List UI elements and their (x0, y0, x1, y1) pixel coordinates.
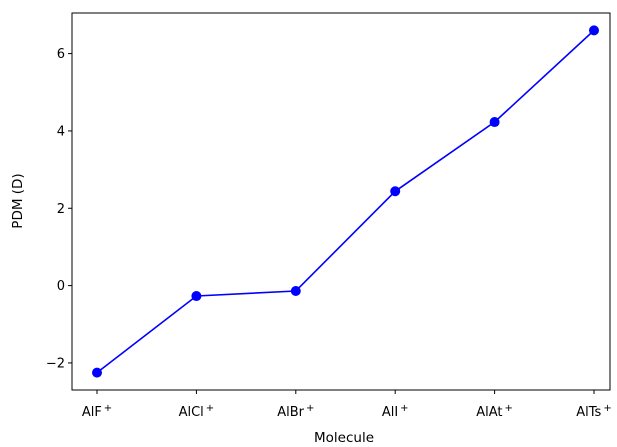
y-axis-ticks: −2 0 2 4 6 (46, 47, 72, 371)
data-point (191, 291, 202, 302)
x-tick-label: AlBr + (277, 403, 314, 420)
x-tick-label: AlF + (82, 403, 112, 420)
y-axis-label: PDM (D) (10, 173, 26, 228)
x-tick-label: AlAt + (476, 403, 513, 420)
data-point (290, 286, 301, 297)
plot-area (71, 12, 611, 391)
y-tick-label: −2 (46, 356, 65, 371)
series-group (92, 25, 599, 378)
x-axis-label: Molecule (314, 430, 374, 446)
y-tick-label: 2 (57, 202, 65, 217)
data-point (390, 186, 401, 197)
data-point (92, 367, 102, 378)
series-line (96, 29, 595, 374)
data-point (489, 117, 500, 128)
x-tick-label: AlI + (382, 403, 409, 420)
data-point (589, 25, 599, 36)
x-tick-label: AlCl + (179, 403, 215, 420)
x-axis-ticks: AlF + AlCl + AlBr + AlI + AlAt + AlTs + (82, 390, 612, 420)
x-tick-label: AlTs + (576, 403, 611, 420)
y-tick-label: 4 (57, 124, 65, 139)
y-tick-label: 6 (57, 47, 65, 62)
y-tick-label: 0 (57, 279, 65, 294)
